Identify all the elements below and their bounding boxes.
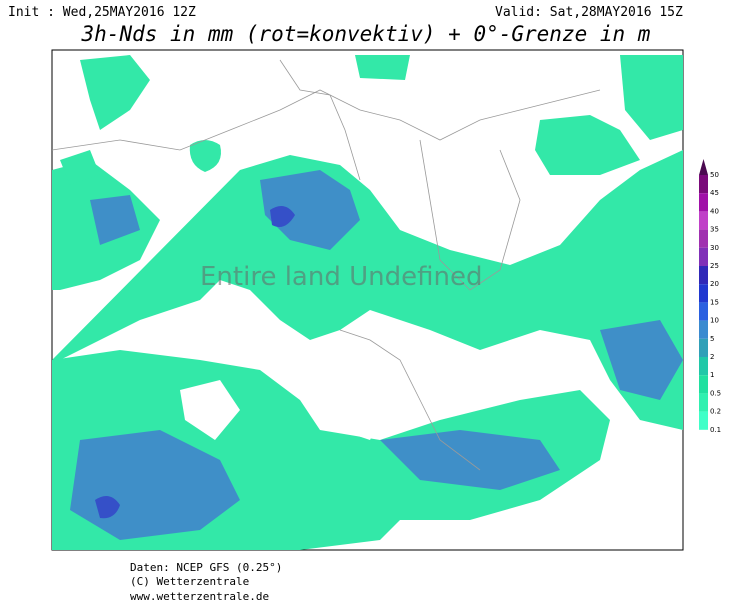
watermark: Entire land Undefined bbox=[200, 262, 482, 292]
footer-line: Daten: NCEP GFS (0.25°) bbox=[130, 561, 282, 574]
valid-time: Valid: Sat,28MAY2016 15Z bbox=[495, 5, 683, 20]
legend-swatch bbox=[699, 357, 708, 376]
legend-label: 2 bbox=[710, 353, 714, 361]
legend-swatch bbox=[699, 411, 708, 430]
legend-label: 1 bbox=[710, 371, 714, 379]
legend-label: 5 bbox=[710, 335, 714, 343]
legend-swatch bbox=[699, 175, 708, 194]
legend-label: 0.5 bbox=[710, 389, 721, 397]
legend-label: 0.2 bbox=[710, 408, 721, 416]
legend-label: 50 bbox=[710, 171, 719, 179]
init-time: Init : Wed,25MAY2016 12Z bbox=[8, 5, 196, 20]
legend-label: 20 bbox=[710, 280, 719, 288]
legend-label: 30 bbox=[710, 244, 719, 252]
legend-arrow bbox=[699, 159, 708, 175]
legend-swatch bbox=[699, 266, 708, 285]
footer-line: www.wetterzentrale.de bbox=[130, 590, 269, 603]
legend-label: 15 bbox=[710, 298, 719, 306]
legend-label: 40 bbox=[710, 207, 719, 215]
legend-swatch bbox=[699, 284, 708, 303]
legend-swatch bbox=[699, 375, 708, 394]
color-legend: 50 45 40 35 30 25 20 15 10 5 2 1 0.5 0.2 0.1 bbox=[699, 159, 721, 434]
legend-swatch bbox=[699, 302, 708, 321]
legend-label: 0.1 bbox=[710, 426, 721, 434]
legend-swatch bbox=[699, 247, 708, 266]
legend-label: 45 bbox=[710, 189, 719, 197]
legend-swatch bbox=[699, 193, 708, 212]
legend-swatch bbox=[699, 393, 708, 412]
map-area: Entire land Undefined bbox=[51, 49, 684, 551]
map-title: 3h-Nds in mm (rot=konvektiv) + 0°-Grenze… bbox=[81, 22, 651, 46]
legend-swatch bbox=[699, 338, 708, 357]
legend-label: 25 bbox=[710, 262, 719, 270]
legend-swatch bbox=[699, 229, 708, 248]
legend-label: 35 bbox=[710, 226, 719, 234]
footer-line: (C) Wetterzentrale bbox=[130, 575, 249, 588]
legend-swatch bbox=[699, 211, 708, 230]
legend-swatch bbox=[699, 320, 708, 339]
legend-label: 10 bbox=[710, 317, 719, 325]
